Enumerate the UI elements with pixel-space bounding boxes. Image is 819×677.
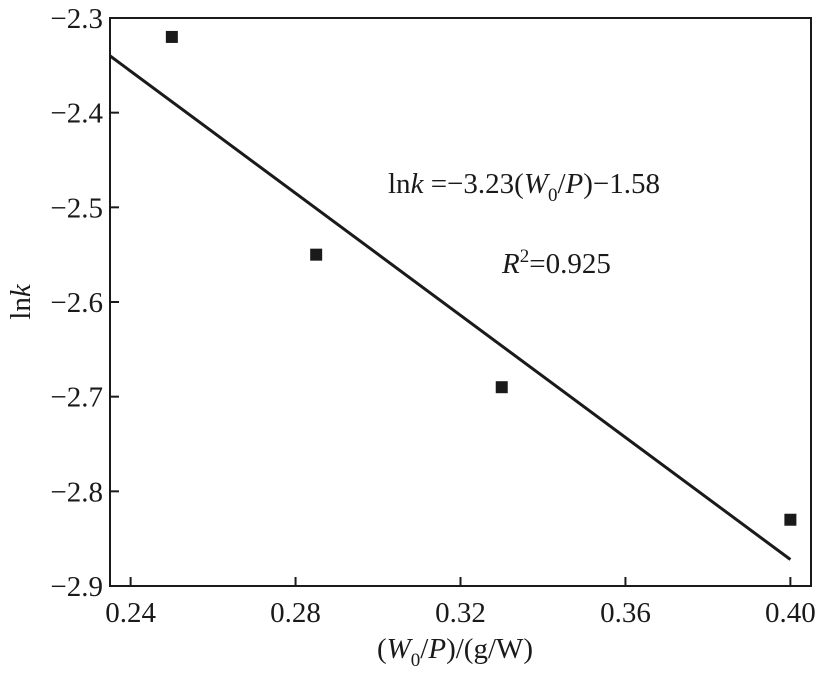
data-points: [165, 30, 797, 526]
x-tick-label: 0.40: [765, 597, 816, 629]
x-tick-label: 0.24: [105, 597, 156, 629]
y-tick-label: −2.5: [50, 192, 103, 224]
x-axis-label: (W0/P)/(g/W): [377, 633, 533, 671]
fit-line: [109, 54, 792, 561]
y-axis-ticks: −2.3 −2.4 −2.5 −2.6 −2.7 −2.8 −2.9: [50, 3, 119, 603]
y-tick-label: −2.9: [50, 571, 103, 603]
plot-frame: [109, 17, 812, 587]
y-tick-label: −2.7: [50, 382, 103, 414]
r-squared-annotation: R2=0.925: [501, 246, 611, 280]
y-tick-label: −2.3: [50, 3, 103, 35]
data-point: [310, 248, 323, 261]
y-tick-label: −2.8: [50, 476, 103, 508]
x-tick-label: 0.36: [600, 597, 651, 629]
data-point: [784, 513, 797, 526]
x-tick-label: 0.32: [435, 597, 486, 629]
equation-annotation: lnk =−3.23(W0/P)−1.58: [388, 168, 660, 206]
data-point: [495, 381, 508, 394]
fit-line-group: [109, 54, 792, 561]
y-tick-label: −2.6: [50, 287, 103, 319]
data-point: [165, 30, 178, 43]
y-axis-label: lnk: [5, 283, 37, 320]
x-tick-label: 0.28: [270, 597, 321, 629]
x-axis-ticks: 0.24 0.28 0.32 0.36 0.40: [105, 577, 816, 629]
y-tick-label: −2.4: [50, 98, 103, 130]
